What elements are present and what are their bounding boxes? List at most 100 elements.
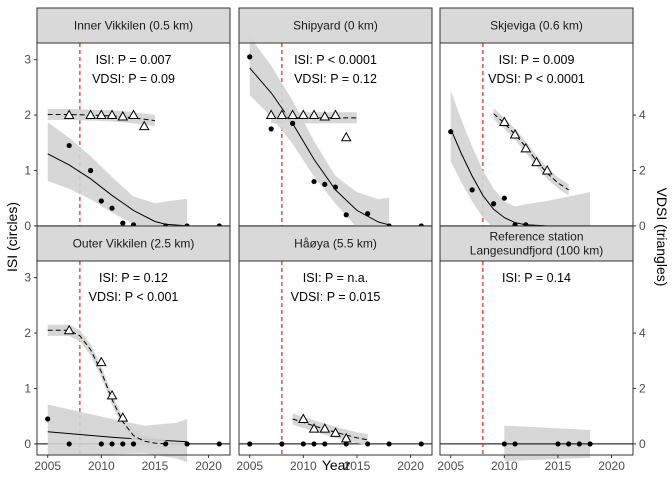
vdsi-point (287, 109, 298, 120)
isi-point (365, 211, 371, 217)
vdsi-point (308, 109, 320, 120)
plot-area (239, 261, 432, 455)
isi-point (268, 126, 274, 132)
facet-title: Reference station (489, 230, 583, 244)
facet-strip (36, 7, 231, 44)
y-tick-label: 1 (24, 163, 31, 177)
x-tick-label: 2005 (437, 459, 464, 473)
isi-point (66, 142, 72, 149)
x-tick-label: 2020 (195, 459, 222, 473)
y-axis-title-right: VDSI (triangles) (654, 188, 670, 287)
isi-point (587, 441, 593, 447)
facet-panel: Shipyard (0 km) ISI: P < 0.0001 VDSI: P = … (238, 7, 433, 249)
y-axis-title-left: ISI (circles) (4, 202, 20, 272)
facet-title: Inner Vikkilen (0.5 km) (74, 19, 193, 33)
y-tick-label: 0 (24, 219, 31, 233)
isi-point (418, 441, 424, 447)
isi-point (322, 441, 328, 447)
facet-title: Håøya (5.5 km) (294, 237, 377, 251)
isi-fit-line (249, 67, 390, 226)
y2-tick-label: 4 (639, 326, 646, 340)
isi-point (184, 441, 190, 447)
y-tick-label: 3 (24, 53, 31, 67)
vdsi-confidence-band (292, 413, 368, 446)
vdsi-point (531, 156, 542, 167)
isi-fit-line (47, 431, 188, 443)
isi-point (290, 120, 296, 126)
vdsi-point (319, 423, 331, 433)
isi-point (566, 441, 572, 447)
isi-point (109, 441, 115, 447)
p-value-annotation: ISI: P = 0.007 (96, 53, 172, 67)
plot-area (440, 261, 633, 455)
facet-strip (439, 225, 634, 262)
isi-point (216, 441, 222, 447)
x-tick-label: 2020 (397, 459, 424, 473)
isi-point (311, 441, 317, 447)
x-tick-label: 2010 (290, 459, 317, 473)
p-value-annotation: VDSI: P = 0.015 (291, 290, 381, 304)
isi-point (120, 220, 126, 226)
facet-strip (238, 225, 433, 262)
isi-point (300, 441, 306, 447)
isi-point (365, 441, 371, 447)
x-tick-label: 2015 (142, 459, 169, 473)
p-value-annotation: VDSI: P = 0.09 (92, 72, 175, 86)
facet-strip (439, 7, 634, 44)
p-value-annotation: ISI: P = 0.14 (502, 271, 571, 285)
isi-point (448, 129, 454, 135)
facet-title: Langesundfjord (100 km) (470, 244, 603, 258)
isi-point (109, 205, 115, 211)
isi-fit-line (47, 153, 188, 227)
isi-confidence-band (47, 122, 188, 250)
y2-tick-label: 2 (639, 381, 646, 395)
vdsi-point (297, 413, 309, 423)
isi-point (469, 187, 475, 193)
isi-point (322, 181, 328, 187)
isi-point (120, 441, 126, 447)
facet-panel: Håøya (5.5 km) ISI: P = n.a. VDSI: P = 0.0… (236, 225, 433, 473)
isi-confidence-band (504, 425, 591, 462)
p-value-annotation: ISI: P = n.a. (303, 271, 368, 285)
vdsi-point (509, 128, 521, 139)
isi-point (501, 195, 507, 201)
x-tick-label: 2005 (236, 459, 263, 473)
isi-point (66, 441, 72, 447)
isi-point (163, 441, 169, 447)
facet-panel: Outer Vikkilen (2.5 km) ISI: P = 0.12 VDSI… (24, 225, 231, 473)
isi-confidence-band (249, 36, 390, 249)
vdsi-point (319, 110, 331, 121)
vdsi-point (297, 109, 309, 120)
isi-point (332, 184, 339, 190)
vdsi-point (106, 389, 118, 400)
vdsi-point (138, 120, 150, 131)
facet-title: Shipyard (0 km) (293, 19, 378, 33)
panel-border (238, 260, 433, 456)
vdsi-fit-line (47, 329, 166, 445)
p-value-annotation: ISI: P = 0.12 (99, 271, 168, 285)
isi-point (512, 441, 518, 447)
y-tick-label: 0 (24, 437, 31, 451)
isi-point (98, 441, 104, 447)
isi-point (98, 198, 104, 204)
isi-point (279, 441, 285, 447)
facet-title: Outer Vikkilen (2.5 km) (73, 237, 195, 251)
facet-strip (36, 225, 231, 262)
y-tick-label: 2 (24, 326, 31, 340)
vdsi-point (128, 109, 139, 120)
vdsi-point (520, 142, 532, 153)
y2-tick-label: 4 (639, 108, 646, 122)
p-value-annotation: VDSI: P = 0.12 (294, 72, 377, 86)
panel-border (439, 260, 634, 456)
isi-point (343, 441, 349, 447)
vdsi-point (117, 110, 129, 121)
vdsi-point (265, 109, 277, 120)
y2-tick-label: 2 (639, 163, 646, 177)
vdsi-point (85, 109, 96, 120)
y-tick-label: 3 (24, 271, 31, 285)
isi-point (130, 441, 137, 447)
facet-panel: Inner Vikkilen (0.5 km) ISI: P = 0.007 VDS… (24, 7, 231, 250)
isi-point (45, 416, 51, 422)
p-value-annotation: ISI: P < 0.0001 (294, 53, 377, 67)
